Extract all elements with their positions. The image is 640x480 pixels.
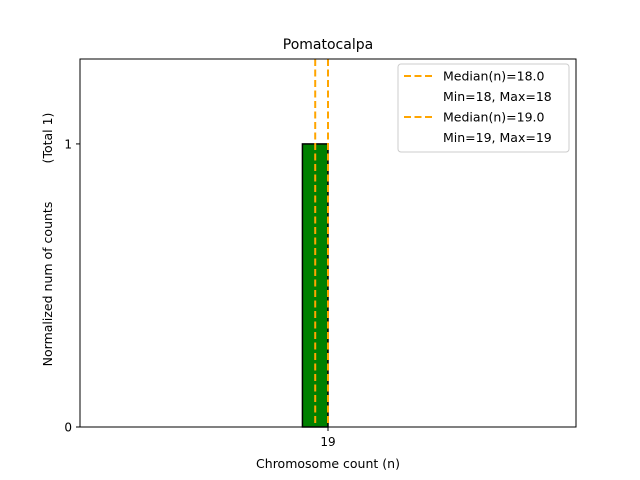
- x-tick-label-0: 19: [320, 435, 335, 449]
- chart-title: Pomatocalpa: [283, 37, 373, 53]
- legend-label-1: Median(n)=19.0: [443, 110, 544, 125]
- y-tick-label-1: 1: [64, 137, 72, 151]
- y-tick-label-0: 0: [64, 421, 72, 435]
- y-axis-label-total: (Total 1): [40, 113, 55, 164]
- legend-box: [397, 63, 570, 153]
- x-axis-label: Chromosome count (n): [256, 456, 400, 471]
- legend-range-0: Min=18, Max=18: [443, 89, 552, 104]
- legend-range-1: Min=19, Max=19: [443, 130, 552, 145]
- y-axis-label: Normalized num of counts: [40, 202, 55, 367]
- legend-label-0: Median(n)=18.0: [443, 69, 544, 84]
- legend: Median(n)=18.0 Min=18, Max=18 Median(n)=19…: [397, 63, 570, 153]
